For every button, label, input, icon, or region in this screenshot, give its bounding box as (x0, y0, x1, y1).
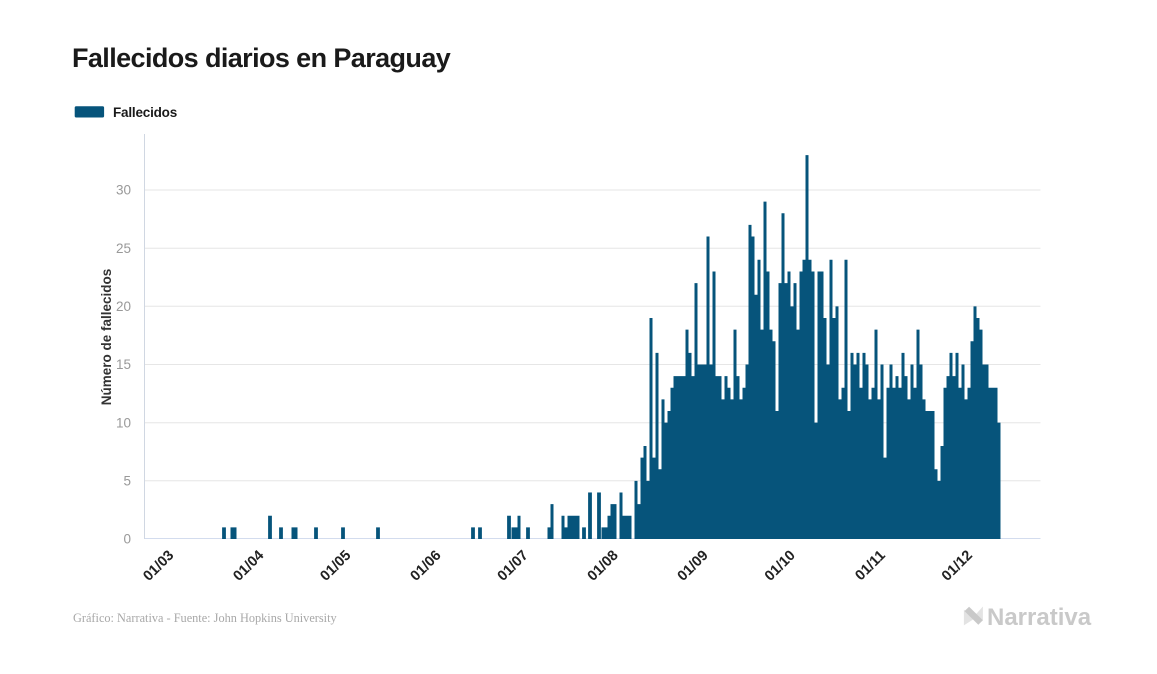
svg-text:0: 0 (123, 532, 131, 547)
svg-text:15: 15 (116, 357, 131, 372)
svg-text:20: 20 (116, 299, 131, 314)
svg-text:5: 5 (123, 474, 131, 489)
svg-text:10: 10 (116, 415, 131, 430)
svg-text:25: 25 (116, 241, 131, 256)
svg-text:Narrativa: Narrativa (987, 604, 1092, 631)
svg-text:Gráfico: Narrativa - Fuente: J: Gráfico: Narrativa - Fuente: John Hopkin… (73, 611, 337, 625)
svg-text:Fallecidos diarios en Paraguay: Fallecidos diarios en Paraguay (72, 43, 451, 73)
svg-text:Fallecidos: Fallecidos (113, 105, 177, 120)
svg-text:Número de fallecidos: Número de fallecidos (99, 269, 114, 406)
svg-text:30: 30 (116, 183, 131, 198)
